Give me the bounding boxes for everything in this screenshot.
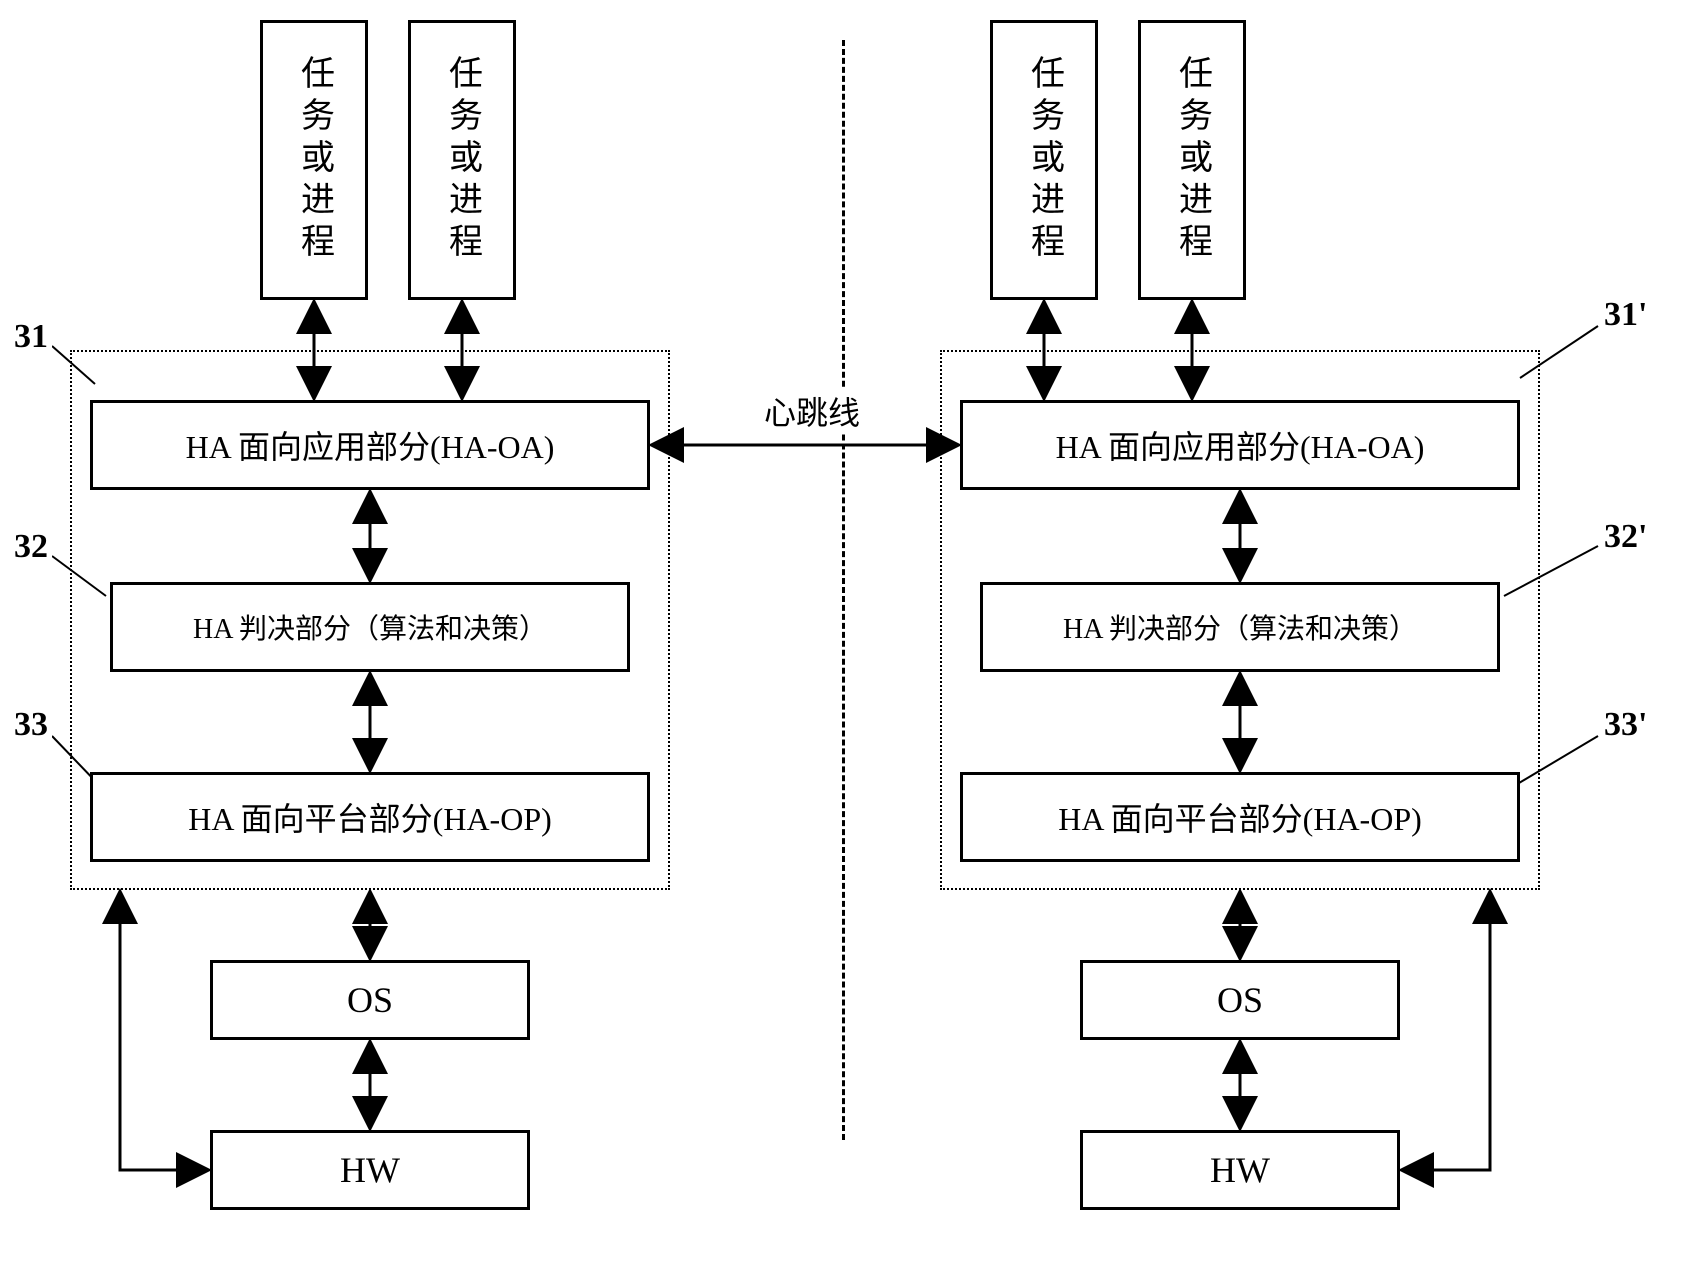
left-task-1: 任务或进程 [260, 20, 368, 300]
label-32-prime: 32' [1600, 518, 1651, 556]
center-divider [842, 40, 845, 1140]
ha-oa-label: HA 面向应用部分(HA-OA) [1056, 422, 1425, 468]
hw-label: HW [340, 1149, 400, 1191]
ha-op-label: HA 面向平台部分(HA-OP) [1058, 794, 1422, 840]
right-task-1: 任务或进程 [990, 20, 1098, 300]
right-hw: HW [1080, 1130, 1400, 1210]
right-ha-oa: HA 面向应用部分(HA-OA) [960, 400, 1520, 490]
left-ha-oa: HA 面向应用部分(HA-OA) [90, 400, 650, 490]
label-32: 32 [10, 528, 52, 566]
os-label: OS [347, 979, 393, 1021]
heartbeat-label: 心跳线 [760, 388, 864, 434]
task-label: 任务或进程 [290, 55, 339, 265]
right-task-2: 任务或进程 [1138, 20, 1246, 300]
left-ha-op: HA 面向平台部分(HA-OP) [90, 772, 650, 862]
os-label: OS [1217, 979, 1263, 1021]
right-ha-op: HA 面向平台部分(HA-OP) [960, 772, 1520, 862]
ha-decision-label: HA 判决部分（算法和决策） [1063, 607, 1417, 647]
task-label: 任务或进程 [1020, 55, 1069, 265]
task-label: 任务或进程 [1168, 55, 1217, 265]
left-ha-decision: HA 判决部分（算法和决策） [110, 582, 630, 672]
label-31-prime: 31' [1600, 296, 1651, 334]
left-task-2: 任务或进程 [408, 20, 516, 300]
label-31: 31 [10, 318, 52, 356]
left-hw: HW [210, 1130, 530, 1210]
ha-decision-label: HA 判决部分（算法和决策） [193, 607, 547, 647]
hw-label: HW [1210, 1149, 1270, 1191]
right-os: OS [1080, 960, 1400, 1040]
label-33-prime: 33' [1600, 706, 1651, 744]
task-label: 任务或进程 [438, 55, 487, 265]
ha-oa-label: HA 面向应用部分(HA-OA) [186, 422, 555, 468]
left-os: OS [210, 960, 530, 1040]
label-33: 33 [10, 706, 52, 744]
ha-op-label: HA 面向平台部分(HA-OP) [188, 794, 552, 840]
right-ha-decision: HA 判决部分（算法和决策） [980, 582, 1500, 672]
